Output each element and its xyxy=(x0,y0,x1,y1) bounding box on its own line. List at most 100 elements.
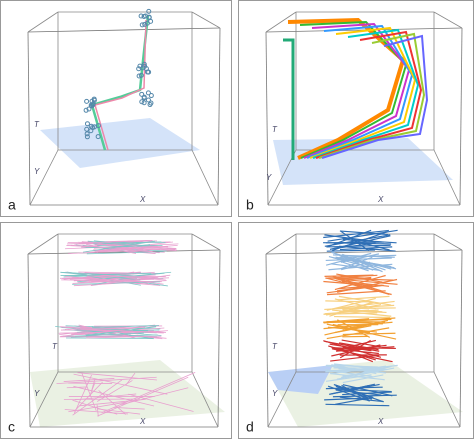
trajectory xyxy=(97,242,139,247)
trajectory xyxy=(82,240,155,253)
cube-edge xyxy=(27,253,31,428)
stop-marker xyxy=(138,13,144,19)
trajectory xyxy=(332,275,383,292)
stop-marker xyxy=(136,73,142,79)
axis-label-t: T xyxy=(52,342,58,351)
axis-label-x: X xyxy=(139,417,146,426)
stop-marker xyxy=(146,8,152,14)
stop-marker xyxy=(139,91,145,97)
trajectory xyxy=(339,396,383,403)
trajectory xyxy=(67,248,160,255)
trajectory xyxy=(84,275,141,286)
cube-edge xyxy=(191,371,219,428)
cube-edge xyxy=(29,149,59,206)
trajectory xyxy=(79,327,146,329)
stop-marker xyxy=(148,93,154,99)
trajectory xyxy=(325,303,382,316)
cube-edge xyxy=(267,371,297,428)
trajectory xyxy=(61,326,139,335)
stop-marker xyxy=(139,99,145,105)
trajectory xyxy=(325,257,392,262)
trajectory xyxy=(336,273,383,283)
axis-label-t: T xyxy=(34,120,40,129)
cube-edge xyxy=(191,233,221,251)
trajectory xyxy=(327,229,372,248)
stop-marker xyxy=(141,14,147,20)
trajectory xyxy=(86,275,166,278)
trajectory xyxy=(73,374,92,414)
trajectory xyxy=(325,374,372,382)
trajectory xyxy=(341,339,381,348)
trajectory xyxy=(323,229,389,239)
trajectory xyxy=(341,255,397,270)
axis-label-y: Y xyxy=(34,167,40,176)
cube-edge xyxy=(265,233,297,255)
cube-edge xyxy=(217,249,221,428)
axis-label-y: Y xyxy=(272,389,278,398)
trajectory xyxy=(329,301,374,317)
cube-edge xyxy=(433,11,463,29)
trajectory xyxy=(326,249,376,252)
cube-edge xyxy=(217,27,221,206)
panel-a: T Y Xa xyxy=(0,0,232,217)
trajectory xyxy=(303,22,411,159)
trajectory xyxy=(97,376,189,417)
stop-marker xyxy=(144,20,150,26)
trajectory xyxy=(330,354,380,362)
trajectory xyxy=(65,276,153,284)
trajectory xyxy=(92,324,159,328)
trajectory xyxy=(326,244,391,248)
trajectory xyxy=(324,340,380,352)
trajectory xyxy=(64,272,152,276)
trajectory xyxy=(324,397,372,401)
trajectory xyxy=(309,26,417,159)
trajectory xyxy=(326,327,390,340)
cube-edge xyxy=(433,233,463,251)
trajectory xyxy=(342,374,384,384)
trajectory xyxy=(339,245,396,252)
cube-edge xyxy=(27,11,59,33)
trajectory xyxy=(81,372,97,412)
panel-b: T Y Xb xyxy=(238,0,474,217)
cube-edge xyxy=(267,149,297,206)
trajectory xyxy=(332,347,379,355)
trajectory xyxy=(326,364,378,368)
trajectory xyxy=(323,317,396,324)
trajectory xyxy=(324,319,389,336)
axis-label-x: X xyxy=(377,195,384,204)
panel-d: T Y Xd xyxy=(238,222,474,439)
trajectory xyxy=(324,304,395,311)
trajectory xyxy=(287,17,406,160)
trajectory xyxy=(326,290,386,296)
stop-marker xyxy=(90,125,96,131)
trajectory xyxy=(91,382,96,392)
trajectory xyxy=(73,381,103,412)
cube-edge xyxy=(459,27,463,206)
trajectory xyxy=(97,408,141,415)
axis-label-y: Y xyxy=(266,173,272,182)
stop-marker xyxy=(86,106,92,112)
trajectory xyxy=(94,19,147,151)
trajectory xyxy=(63,271,141,280)
trajectory xyxy=(79,398,146,407)
trajectory xyxy=(315,30,423,159)
cube-edge xyxy=(27,31,31,206)
stop-marker xyxy=(95,134,101,140)
stop-marker xyxy=(148,100,154,106)
trajectory xyxy=(89,378,96,397)
trajectory xyxy=(325,241,385,244)
trajectory xyxy=(66,386,88,389)
base-map xyxy=(40,118,200,168)
trajectory xyxy=(86,336,144,339)
trajectory xyxy=(335,388,392,393)
trajectory xyxy=(334,277,390,295)
stop-marker xyxy=(137,63,143,69)
trajectory xyxy=(88,328,157,333)
stop-marker xyxy=(141,100,147,106)
trajectory xyxy=(318,32,426,159)
cube-edge xyxy=(27,233,59,255)
trajectory xyxy=(306,24,414,159)
panel-label: d xyxy=(246,419,254,435)
trajectory xyxy=(56,376,157,385)
